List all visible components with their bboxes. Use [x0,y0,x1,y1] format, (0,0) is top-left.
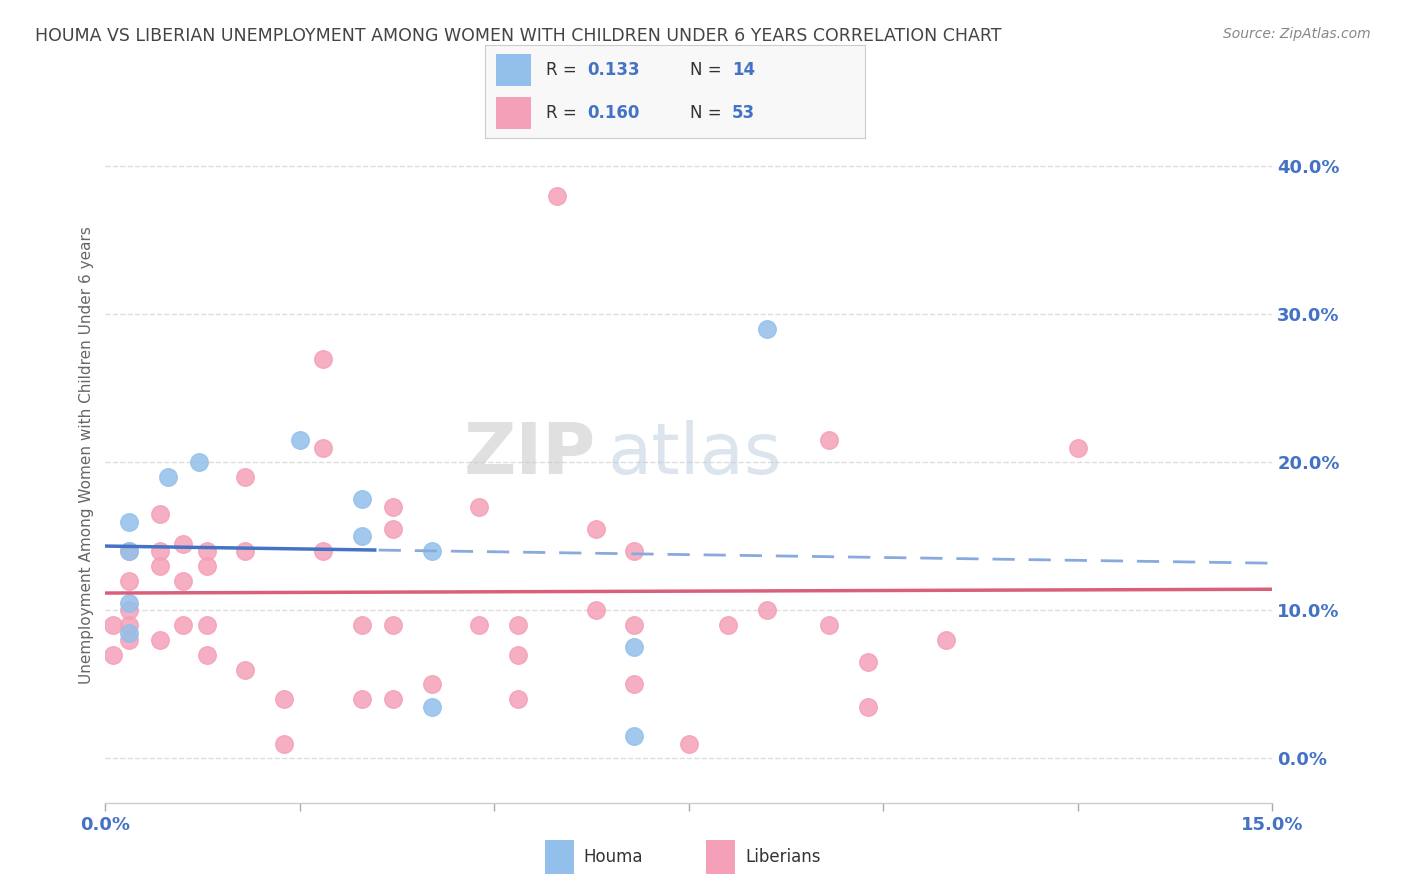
Point [288,433,311,447]
Point [156,470,179,484]
Point [187,455,209,469]
Point [195,558,218,573]
Text: 0.133: 0.133 [588,61,640,78]
Point [235,663,257,677]
Point [103,618,125,632]
Point [623,729,645,743]
Text: 0.160: 0.160 [588,104,640,122]
Point [235,470,257,484]
Point [195,544,218,558]
Point [623,640,645,655]
Point [195,618,218,632]
FancyBboxPatch shape [544,839,574,874]
Point [623,544,645,558]
Point [623,618,645,632]
Point [118,574,141,588]
Point [717,618,740,632]
Point [420,544,443,558]
Point [352,529,374,543]
Point [172,574,194,588]
Point [468,618,491,632]
Text: 53: 53 [731,104,755,122]
Point [103,648,125,662]
Point [506,692,529,706]
Point [149,558,172,573]
Point [935,632,957,647]
Point [506,648,529,662]
Point [149,507,172,521]
Point [149,632,172,647]
Point [195,648,218,662]
Text: Houma: Houma [583,847,643,866]
Point [506,618,529,632]
FancyBboxPatch shape [706,839,735,874]
Point [118,515,141,529]
Point [118,618,141,632]
Point [856,699,879,714]
Point [755,603,778,617]
Y-axis label: Unemployment Among Women with Children Under 6 years: Unemployment Among Women with Children U… [79,226,94,684]
Text: Source: ZipAtlas.com: Source: ZipAtlas.com [1223,27,1371,41]
Point [118,625,141,640]
Text: R =: R = [546,61,582,78]
Point [118,544,141,558]
Text: Liberians: Liberians [745,847,821,866]
Point [623,677,645,691]
Point [312,544,335,558]
Point [420,699,443,714]
Point [312,351,335,366]
Point [118,596,141,610]
Point [468,500,491,514]
FancyBboxPatch shape [496,97,530,129]
Point [149,544,172,558]
Point [818,618,841,632]
Text: 14: 14 [731,61,755,78]
Text: atlas: atlas [607,420,782,490]
Point [273,692,295,706]
Point [312,441,335,455]
Point [382,618,405,632]
Point [678,737,700,751]
Text: HOUMA VS LIBERIAN UNEMPLOYMENT AMONG WOMEN WITH CHILDREN UNDER 6 YEARS CORRELATI: HOUMA VS LIBERIAN UNEMPLOYMENT AMONG WOM… [35,27,1001,45]
Point [172,618,194,632]
Text: R =: R = [546,104,582,122]
Point [382,500,405,514]
Point [1067,441,1090,455]
Point [352,492,374,507]
FancyBboxPatch shape [496,54,530,86]
Point [118,544,141,558]
Point [118,603,141,617]
Point [382,692,405,706]
Point [856,655,879,669]
Point [235,544,257,558]
Text: N =: N = [690,104,727,122]
Point [585,603,607,617]
Text: N =: N = [690,61,727,78]
Point [352,618,374,632]
Point [172,537,194,551]
Point [352,692,374,706]
Point [585,522,607,536]
Text: ZIP: ZIP [464,420,596,490]
Point [273,737,295,751]
Point [420,677,443,691]
Point [755,322,778,336]
Point [818,433,841,447]
Point [546,189,568,203]
Point [118,632,141,647]
Point [382,522,405,536]
